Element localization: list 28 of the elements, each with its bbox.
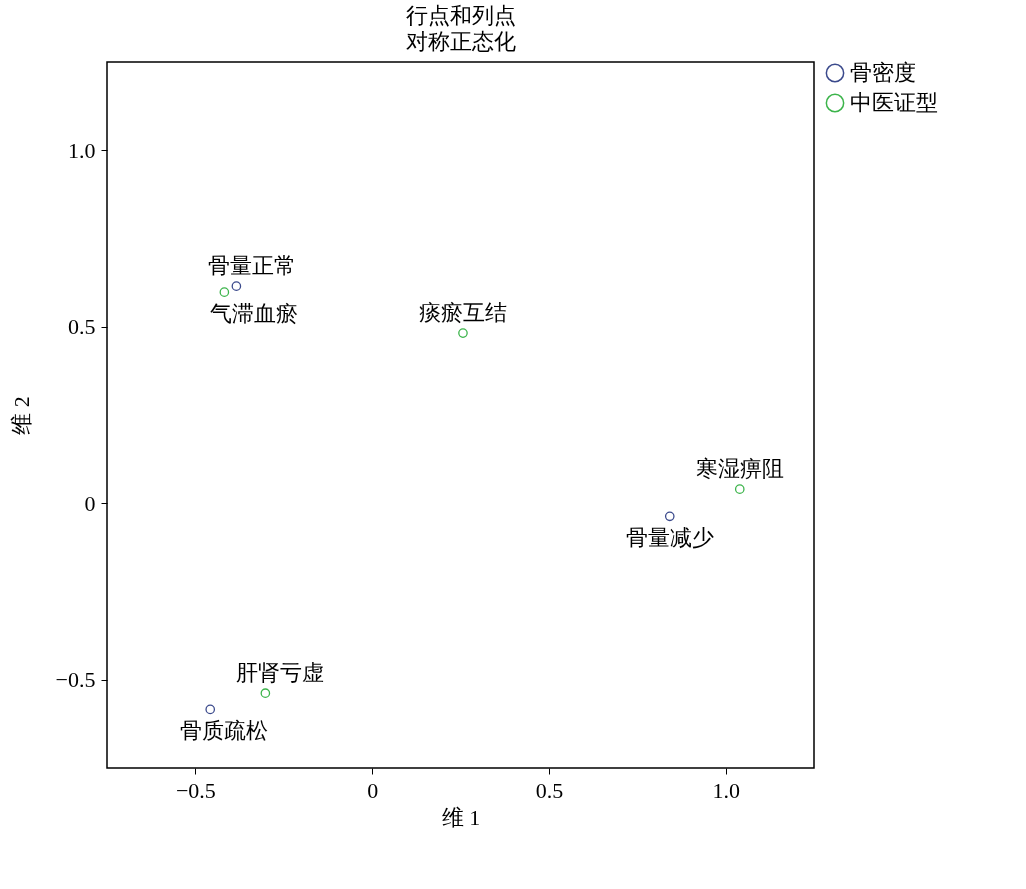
point [260,688,271,698]
annotation: 骨量减少 [625,525,714,551]
x-tick-label: −0.5 [175,777,216,803]
y-tick-label: −0.5 [55,667,96,693]
y-axis-title: 维 2 [8,396,34,435]
point [205,704,216,715]
point [219,287,230,297]
x-axis-title: 维 1 [441,804,481,830]
chart-subtitle: 对称正态化 [405,29,516,54]
annotation: 痰瘀互结 [418,300,507,326]
chart-title: 行点和列点 [405,3,516,28]
x-tick-label: 1.0 [712,777,740,803]
annotation: 肝肾亏虚 [236,660,325,686]
legend-label: 骨密度 [850,60,916,85]
x-tick-label: 0.5 [535,777,564,803]
y-tick-label: 1.0 [68,137,96,163]
y-tick-label: 0 [84,490,96,516]
annotation: 寒湿痹阻 [695,456,784,482]
annotation: 气滞血瘀 [210,301,299,327]
point [458,328,468,338]
point [231,281,242,291]
x-tick-label: 0 [367,777,379,803]
annotation: 骨质疏松 [180,718,269,744]
annotation: 骨量正常 [208,253,297,279]
y-tick-label: 0.5 [68,314,96,340]
point [734,484,745,494]
point [664,511,675,522]
legend-label: 中医证型 [850,90,938,115]
